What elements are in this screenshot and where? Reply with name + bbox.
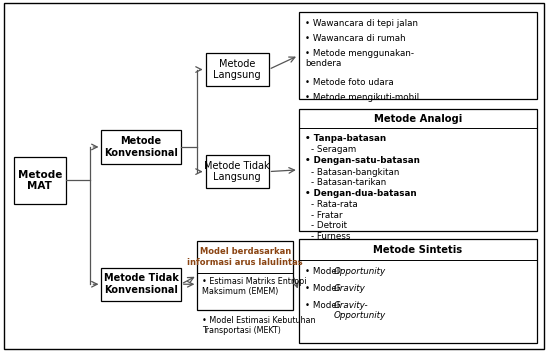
Text: Model berdasarkan
informasi arus lalulintas: Model berdasarkan informasi arus lalulin…: [187, 247, 303, 266]
Text: • Metode mengikuti-mobil: • Metode mengikuti-mobil: [305, 93, 419, 102]
Text: - Rata-rata: - Rata-rata: [311, 200, 357, 209]
Text: - Furness: - Furness: [311, 232, 350, 241]
Text: • Wawancara di tepi jalan: • Wawancara di tepi jalan: [305, 19, 418, 29]
FancyBboxPatch shape: [197, 241, 293, 310]
Text: - Batasan-tarikan: - Batasan-tarikan: [311, 178, 386, 187]
Text: Opportunity: Opportunity: [334, 267, 386, 276]
Text: • Estimasi Matriks Entropi
Maksimum (EMEM): • Estimasi Matriks Entropi Maksimum (EME…: [202, 277, 306, 296]
Text: • Model: • Model: [305, 267, 342, 276]
Text: • Model: • Model: [305, 301, 342, 310]
Text: Metode Sintetis: Metode Sintetis: [373, 245, 463, 255]
Text: Metode Tidak
Konvensional: Metode Tidak Konvensional: [104, 274, 179, 295]
FancyBboxPatch shape: [14, 157, 66, 204]
Text: • Dengan-dua-batasan: • Dengan-dua-batasan: [305, 189, 417, 198]
Text: • Tanpa-batasan: • Tanpa-batasan: [305, 134, 386, 143]
Text: • Dengan-satu-batasan: • Dengan-satu-batasan: [305, 156, 420, 165]
FancyBboxPatch shape: [206, 53, 269, 86]
FancyBboxPatch shape: [101, 268, 181, 301]
Text: • Metode menggunakan-
bendera: • Metode menggunakan- bendera: [305, 49, 414, 68]
Text: Metode
Langsung: Metode Langsung: [213, 59, 261, 80]
Text: Metode Analogi: Metode Analogi: [374, 114, 462, 124]
Text: • Metode foto udara: • Metode foto udara: [305, 78, 394, 88]
Text: • Model: • Model: [305, 284, 342, 293]
FancyBboxPatch shape: [206, 155, 269, 188]
Text: • Wawancara di rumah: • Wawancara di rumah: [305, 34, 406, 43]
Text: - Batasan-bangkitan: - Batasan-bangkitan: [311, 168, 399, 177]
FancyBboxPatch shape: [101, 130, 181, 164]
FancyBboxPatch shape: [299, 239, 537, 343]
FancyBboxPatch shape: [299, 109, 537, 231]
Text: Gravity: Gravity: [334, 284, 366, 293]
Text: - Detroit: - Detroit: [311, 221, 347, 231]
Text: Gravity-
Opportunity: Gravity- Opportunity: [334, 301, 386, 320]
Text: • Model Estimasi Kebutuhan
Transportasi (MEKT): • Model Estimasi Kebutuhan Transportasi …: [202, 316, 315, 335]
Text: - Fratar: - Fratar: [311, 211, 342, 220]
Text: Metode
MAT: Metode MAT: [18, 170, 62, 191]
Text: Metode Tidak
Langsung: Metode Tidak Langsung: [204, 161, 270, 182]
Text: - Seragam: - Seragam: [311, 145, 356, 155]
Text: Metode
Konvensional: Metode Konvensional: [104, 136, 178, 158]
FancyBboxPatch shape: [299, 12, 537, 99]
